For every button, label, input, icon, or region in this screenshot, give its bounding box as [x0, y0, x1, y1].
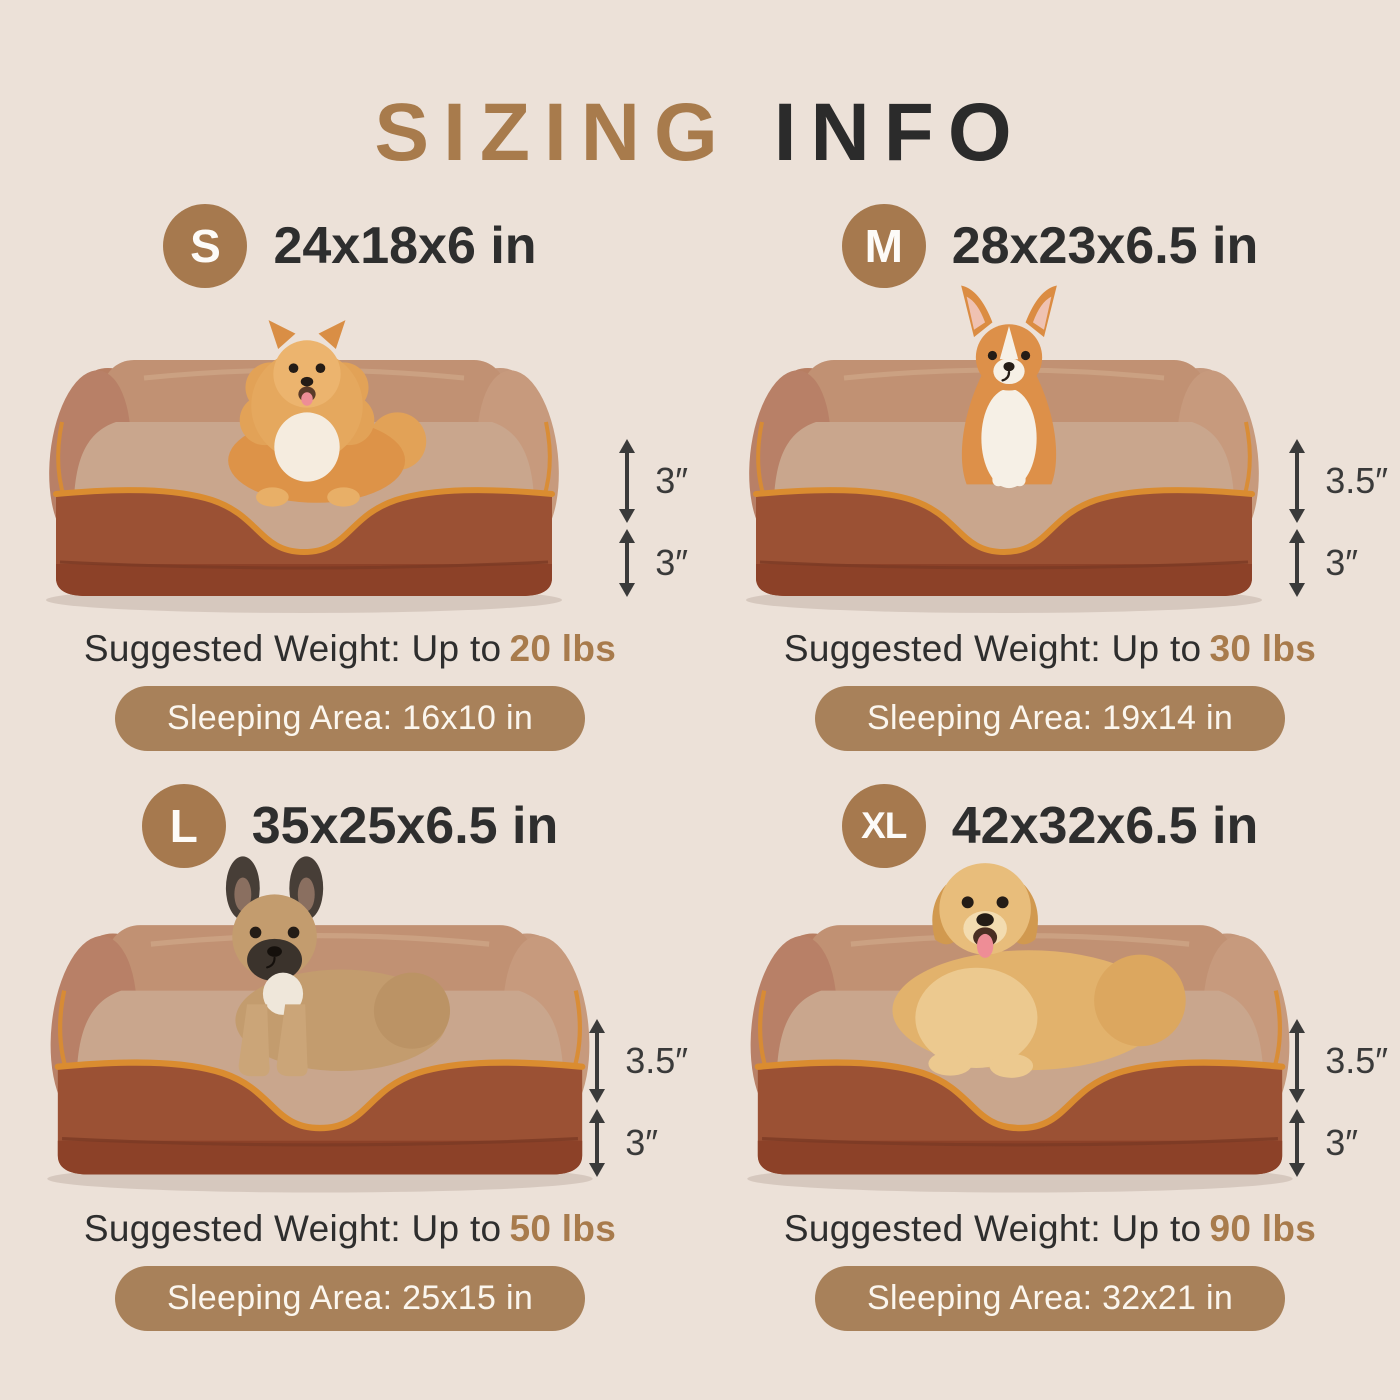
dog-bed-illustration-xl: [724, 863, 1316, 1200]
size-cards-grid: S 24x18x6 in 3″ 3″ Suggested Weight: Up …: [0, 202, 1400, 1362]
vertical-arrow-icon: [595, 1122, 600, 1165]
top-layer-height-label: 3.5″: [1325, 460, 1388, 502]
sleeping-area-pill-m: Sleeping Area: 19x14 in: [814, 686, 1286, 752]
bottom-layer-height-label: 3″: [1325, 542, 1358, 584]
size-dimensions-m: 28x23x6.5 in: [951, 217, 1259, 276]
top-layer-height-label: 3″: [655, 460, 688, 502]
size-badge-xl: XL: [841, 784, 926, 869]
size-dimensions-s: 24x18x6 in: [273, 217, 537, 276]
size-badge-l: L: [141, 784, 226, 869]
vertical-arrow-icon: [1295, 542, 1300, 585]
title-word-info: INFO: [773, 87, 1026, 178]
vertical-arrow-icon: [1295, 1032, 1300, 1091]
bottom-layer-height-label: 3″: [1325, 1122, 1358, 1164]
vertical-arrow-icon: [625, 542, 630, 585]
size-card-l: L 35x25x6.5 in 3.5″ 3″ Suggested Weight:…: [0, 782, 700, 1362]
weight-prefix: Suggested Weight: Up to: [83, 1208, 502, 1250]
size-dimensions-l: 35x25x6.5 in: [251, 797, 559, 856]
height-dimensions-m: 3.5″ 3″: [1287, 438, 1388, 598]
height-dimensions-l: 3.5″ 3″: [587, 1018, 688, 1178]
sleeping-area-pill-xl: Sleeping Area: 32x21 in: [814, 1266, 1286, 1332]
size-card-xl-header: XL 42x32x6.5 in: [841, 782, 1259, 870]
suggested-weight-xl: Suggested Weight: Up to 90 lbs: [784, 1208, 1316, 1250]
top-layer-height-label: 3.5″: [1325, 1040, 1388, 1082]
weight-prefix: Suggested Weight: Up to: [783, 628, 1202, 670]
size-card-l-header: L 35x25x6.5 in: [141, 782, 559, 870]
vertical-arrow-icon: [1295, 452, 1300, 511]
sleeping-area-pill-s: Sleeping Area: 16x10 in: [114, 686, 586, 752]
title-word-sizing: SIZING: [374, 87, 732, 178]
size-card-s-header: S 24x18x6 in: [163, 202, 537, 290]
size-card-m-header: M 28x23x6.5 in: [841, 202, 1259, 290]
dog-bed-illustration-l: [24, 855, 616, 1200]
suggested-weight-s: Suggested Weight: Up to 20 lbs: [84, 628, 616, 670]
bed-photo-s: 3″ 3″: [10, 290, 690, 620]
top-layer-height-label: 3.5″: [625, 1040, 688, 1082]
weight-value: 90 lbs: [1209, 1208, 1317, 1250]
weight-value: 50 lbs: [509, 1208, 617, 1250]
height-dimensions-s: 3″ 3″: [617, 438, 688, 598]
page-title: SIZING INFO: [0, 0, 1400, 176]
golden-retriever-image: [892, 863, 1186, 1078]
bottom-layer-height-label: 3″: [655, 542, 688, 584]
bed-photo-l: 3.5″ 3″: [10, 855, 690, 1200]
dog-bed-illustration-m: [724, 284, 1284, 620]
weight-prefix: Suggested Weight: Up to: [83, 628, 502, 670]
weight-value: 30 lbs: [1209, 628, 1317, 670]
dog-bed-illustration-s: [24, 320, 584, 620]
size-dimensions-xl: 42x32x6.5 in: [951, 797, 1259, 856]
sleeping-area-pill-l: Sleeping Area: 25x15 in: [114, 1266, 586, 1332]
size-card-m: M 28x23x6.5 in 3.5″ 3″ Suggested Weight:…: [700, 202, 1400, 782]
vertical-arrow-icon: [595, 1032, 600, 1091]
bottom-layer-height-label: 3″: [625, 1122, 658, 1164]
size-card-xl: XL 42x32x6.5 in 3.5″ 3″ Suggested Weight…: [700, 782, 1400, 1362]
weight-value: 20 lbs: [509, 628, 617, 670]
suggested-weight-m: Suggested Weight: Up to 30 lbs: [784, 628, 1316, 670]
size-card-s: S 24x18x6 in 3″ 3″ Suggested Weight: Up …: [0, 202, 700, 782]
weight-prefix: Suggested Weight: Up to: [783, 1208, 1202, 1250]
height-dimensions-xl: 3.5″ 3″: [1287, 1018, 1388, 1178]
suggested-weight-l: Suggested Weight: Up to 50 lbs: [84, 1208, 616, 1250]
size-badge-m: M: [841, 204, 926, 289]
bed-photo-m: 3.5″ 3″: [710, 284, 1390, 620]
vertical-arrow-icon: [1295, 1122, 1300, 1165]
size-badge-s: S: [163, 204, 248, 289]
vertical-arrow-icon: [625, 452, 630, 511]
bed-photo-xl: 3.5″ 3″: [710, 863, 1390, 1200]
